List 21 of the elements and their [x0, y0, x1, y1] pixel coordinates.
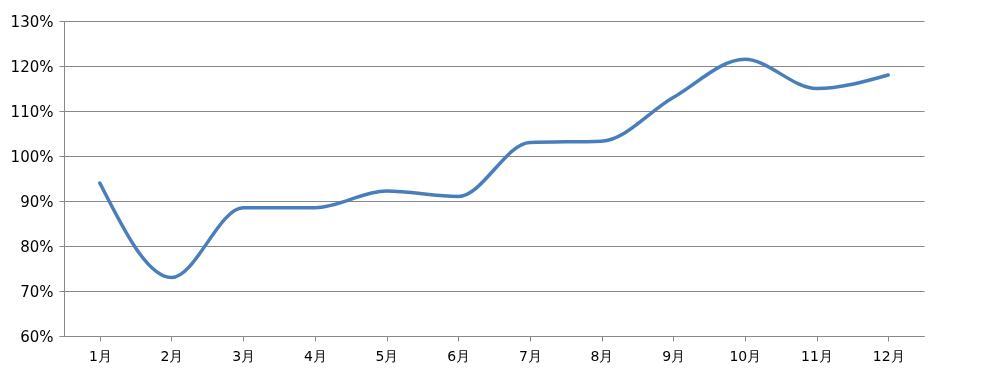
x-tick-label: 6月 — [447, 347, 471, 364]
y-tick-label: 130% — [10, 12, 54, 31]
y-tick-label: 60% — [20, 327, 54, 346]
x-tick-label: 1月 — [88, 347, 112, 364]
y-tick-label: 110% — [10, 102, 54, 121]
x-tick-label: 2月 — [160, 347, 184, 364]
x-tick-label: 4月 — [303, 347, 327, 364]
y-tick-label: 70% — [20, 282, 54, 301]
x-tick-label: 7月 — [518, 347, 542, 364]
x-tick-label: 10月 — [729, 347, 762, 364]
x-tick-label: 12月 — [872, 347, 905, 364]
x-tick-label: 8月 — [590, 347, 614, 364]
y-tick-label: 80% — [20, 237, 54, 256]
x-tick-label: 5月 — [375, 347, 399, 364]
x-tick-label: 11月 — [801, 347, 833, 364]
y-tick-label: 120% — [10, 57, 54, 76]
y-tick-label: 90% — [20, 192, 54, 211]
line-series — [98, 57, 890, 280]
y-tick-label: 100% — [10, 147, 54, 166]
x-tick-label: 3月 — [232, 347, 256, 364]
x-tick-label: 9月 — [662, 347, 686, 364]
